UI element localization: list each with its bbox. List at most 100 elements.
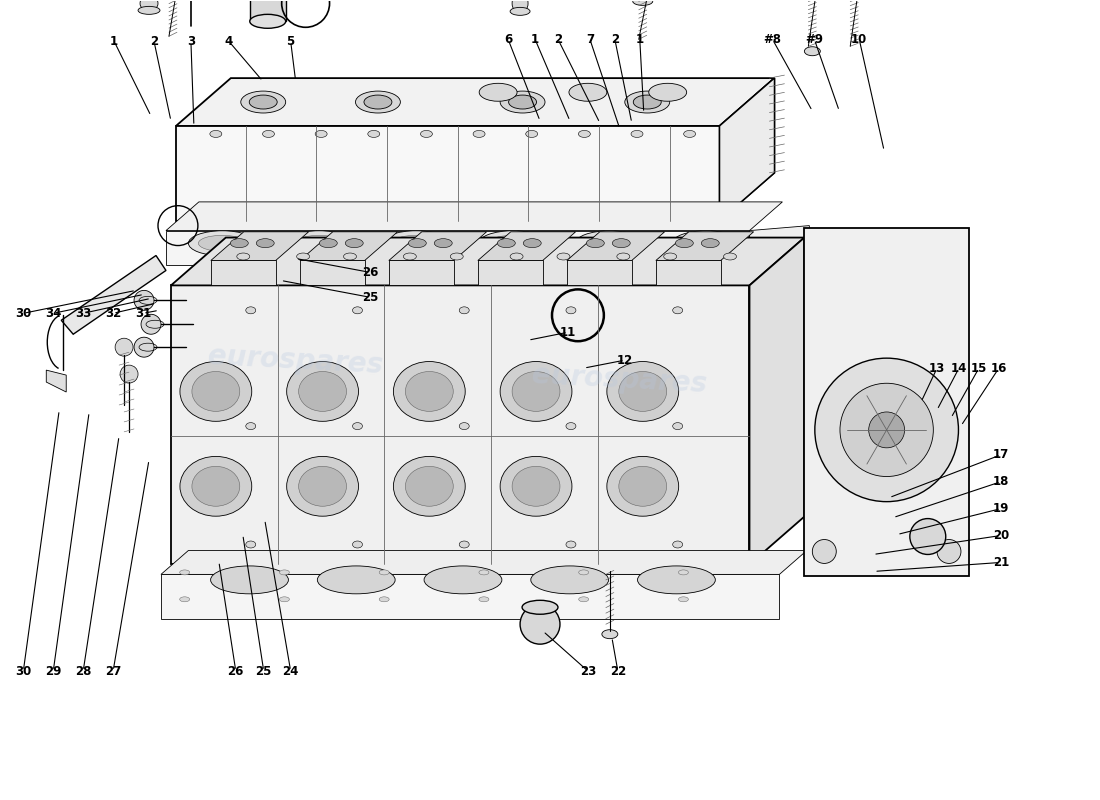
Ellipse shape — [180, 362, 252, 422]
Polygon shape — [749, 238, 804, 565]
Text: 32: 32 — [104, 307, 121, 320]
Ellipse shape — [180, 457, 252, 516]
Ellipse shape — [531, 566, 608, 594]
Ellipse shape — [675, 238, 693, 248]
Polygon shape — [176, 78, 774, 126]
Circle shape — [937, 539, 961, 563]
Ellipse shape — [459, 422, 470, 430]
Text: #9: #9 — [805, 33, 823, 46]
Text: 30: 30 — [15, 307, 32, 320]
Text: 17: 17 — [992, 448, 1009, 462]
Circle shape — [822, 290, 847, 315]
Ellipse shape — [256, 238, 274, 248]
Polygon shape — [389, 232, 486, 261]
Text: 24: 24 — [283, 665, 299, 678]
Ellipse shape — [364, 95, 392, 109]
Text: 13: 13 — [928, 362, 945, 374]
Polygon shape — [176, 126, 719, 221]
Ellipse shape — [613, 238, 630, 248]
Text: 25: 25 — [362, 291, 378, 304]
Ellipse shape — [392, 235, 440, 251]
Ellipse shape — [295, 235, 343, 251]
Polygon shape — [161, 550, 806, 574]
Ellipse shape — [298, 466, 346, 506]
Polygon shape — [166, 230, 749, 266]
Ellipse shape — [478, 570, 488, 575]
Text: 19: 19 — [992, 502, 1009, 515]
Text: 31: 31 — [135, 307, 151, 320]
Text: 6: 6 — [504, 33, 513, 46]
Polygon shape — [211, 261, 276, 286]
Text: 11: 11 — [560, 326, 576, 338]
Ellipse shape — [631, 130, 644, 138]
Ellipse shape — [566, 541, 576, 548]
Text: 7: 7 — [586, 33, 594, 46]
Text: 29: 29 — [45, 665, 62, 678]
Ellipse shape — [607, 362, 679, 422]
Text: 33: 33 — [75, 307, 91, 320]
Ellipse shape — [649, 83, 686, 102]
Circle shape — [134, 290, 154, 310]
Ellipse shape — [510, 7, 530, 15]
Ellipse shape — [510, 253, 524, 260]
Text: 1: 1 — [110, 34, 118, 48]
Text: 25: 25 — [255, 665, 272, 678]
Ellipse shape — [459, 541, 470, 548]
Ellipse shape — [602, 630, 618, 638]
Polygon shape — [719, 78, 774, 221]
Ellipse shape — [406, 466, 453, 506]
Ellipse shape — [473, 130, 485, 138]
Ellipse shape — [287, 457, 359, 516]
Ellipse shape — [191, 371, 240, 411]
Circle shape — [923, 451, 935, 462]
Ellipse shape — [345, 238, 363, 248]
Circle shape — [923, 296, 935, 308]
Text: #8: #8 — [763, 33, 781, 46]
Text: 22: 22 — [609, 665, 626, 678]
Ellipse shape — [585, 235, 634, 251]
Ellipse shape — [319, 238, 338, 248]
Circle shape — [141, 314, 161, 334]
Ellipse shape — [586, 238, 604, 248]
Ellipse shape — [513, 466, 560, 506]
Ellipse shape — [425, 566, 502, 594]
Ellipse shape — [524, 238, 541, 248]
Ellipse shape — [279, 597, 289, 602]
Text: 27: 27 — [104, 665, 121, 678]
Ellipse shape — [579, 597, 588, 602]
Ellipse shape — [625, 91, 670, 113]
Circle shape — [910, 518, 946, 554]
Ellipse shape — [682, 235, 730, 251]
Ellipse shape — [285, 230, 353, 256]
Text: 5: 5 — [286, 34, 295, 48]
Ellipse shape — [355, 91, 400, 113]
Ellipse shape — [382, 230, 450, 256]
Ellipse shape — [316, 130, 327, 138]
Ellipse shape — [420, 130, 432, 138]
Ellipse shape — [569, 83, 607, 102]
Text: 4: 4 — [224, 34, 233, 48]
Text: 14: 14 — [950, 362, 967, 374]
Ellipse shape — [632, 0, 652, 6]
Ellipse shape — [617, 253, 630, 260]
Ellipse shape — [702, 238, 719, 248]
Ellipse shape — [279, 570, 289, 575]
Ellipse shape — [188, 230, 256, 256]
Ellipse shape — [522, 600, 558, 614]
Polygon shape — [166, 202, 782, 230]
Ellipse shape — [379, 597, 389, 602]
Ellipse shape — [480, 83, 517, 102]
Ellipse shape — [619, 466, 667, 506]
Text: 28: 28 — [75, 665, 91, 678]
Polygon shape — [300, 232, 397, 261]
Text: eurospares: eurospares — [207, 342, 384, 378]
Ellipse shape — [191, 466, 240, 506]
Ellipse shape — [672, 230, 740, 256]
Ellipse shape — [394, 457, 465, 516]
Circle shape — [834, 332, 929, 427]
Ellipse shape — [210, 130, 222, 138]
Text: 26: 26 — [228, 665, 244, 678]
Ellipse shape — [638, 566, 715, 594]
Circle shape — [815, 358, 958, 502]
Ellipse shape — [579, 130, 591, 138]
